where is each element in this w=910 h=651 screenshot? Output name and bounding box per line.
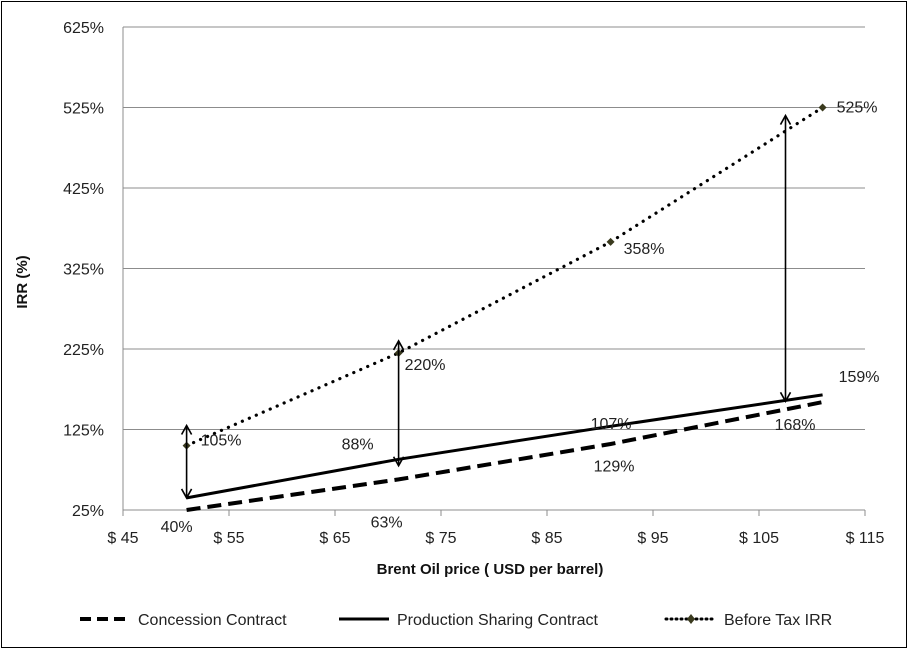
series-layer bbox=[182, 103, 827, 512]
data-label: 40% bbox=[161, 519, 193, 536]
data-label: 159% bbox=[839, 369, 880, 386]
label-layer: 40% 88% 129% 168% 63% 107% 159% 105% 220% 358% 525… bbox=[161, 100, 880, 536]
arrow-layer bbox=[180, 113, 792, 500]
axis-layer: 25% 125% 225% 325% 425% 525% 625% $ 45 $ 55 $ 65 $… bbox=[63, 20, 884, 547]
data-label: 129% bbox=[594, 458, 635, 475]
x-tick-label: $ 65 bbox=[319, 530, 350, 547]
data-label: 220% bbox=[405, 357, 446, 374]
y-axis-title: IRR (%) bbox=[14, 255, 31, 308]
x-tick-label: $ 75 bbox=[425, 530, 456, 547]
series-line-1 bbox=[186, 393, 823, 500]
y-tick-label: 25% bbox=[72, 503, 104, 520]
legend-label-production-sharing: Production Sharing Contract bbox=[397, 612, 599, 629]
x-tick-label: $ 115 bbox=[846, 530, 885, 547]
x-axis-title: Brent Oil price ( USD per barrel) bbox=[377, 561, 604, 578]
series-marker-2 bbox=[606, 237, 615, 246]
x-tick-label: $ 105 bbox=[739, 530, 779, 547]
y-tick-label: 625% bbox=[63, 20, 104, 37]
x-tick-label: $ 85 bbox=[531, 530, 562, 547]
y-tick-label: 325% bbox=[63, 262, 104, 279]
data-label: 105% bbox=[201, 433, 242, 450]
legend-label-concession: Concession Contract bbox=[138, 612, 287, 629]
x-tick-label: $ 45 bbox=[107, 530, 138, 547]
data-label: 168% bbox=[775, 417, 816, 434]
data-label: 525% bbox=[837, 100, 878, 117]
data-label: 63% bbox=[371, 514, 403, 531]
legend-label-before-tax: Before Tax IRR bbox=[724, 612, 832, 629]
data-label: 107% bbox=[591, 416, 632, 433]
grid-layer bbox=[123, 26, 865, 511]
y-tick-label: 425% bbox=[63, 181, 104, 198]
y-tick-label: 125% bbox=[63, 423, 104, 440]
series-line-2 bbox=[185, 105, 825, 448]
series-marker-2 bbox=[818, 103, 827, 112]
legend: Concession Contract Production Sharing C… bbox=[80, 612, 832, 629]
legend-marker-before-tax bbox=[687, 614, 695, 624]
series-line-0 bbox=[186, 400, 823, 512]
data-label: 88% bbox=[342, 436, 374, 453]
x-tick-label: $ 95 bbox=[637, 530, 668, 547]
y-tick-label: 225% bbox=[63, 342, 104, 359]
data-label: 358% bbox=[624, 241, 665, 258]
x-tick-label: $ 55 bbox=[213, 530, 244, 547]
y-tick-label: 525% bbox=[63, 101, 104, 118]
